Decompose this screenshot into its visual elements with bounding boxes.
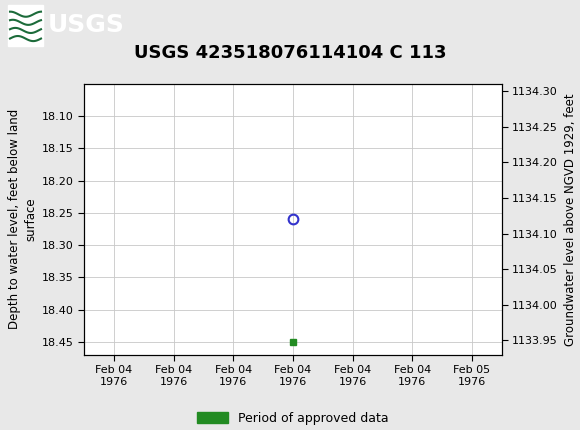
Y-axis label: Depth to water level, feet below land
surface: Depth to water level, feet below land su… (8, 109, 38, 329)
Text: USGS 423518076114104 C 113: USGS 423518076114104 C 113 (134, 44, 446, 62)
Text: USGS: USGS (48, 13, 125, 37)
Legend: Period of approved data: Period of approved data (192, 407, 394, 430)
Polygon shape (8, 5, 43, 46)
Y-axis label: Groundwater level above NGVD 1929, feet: Groundwater level above NGVD 1929, feet (564, 93, 577, 346)
